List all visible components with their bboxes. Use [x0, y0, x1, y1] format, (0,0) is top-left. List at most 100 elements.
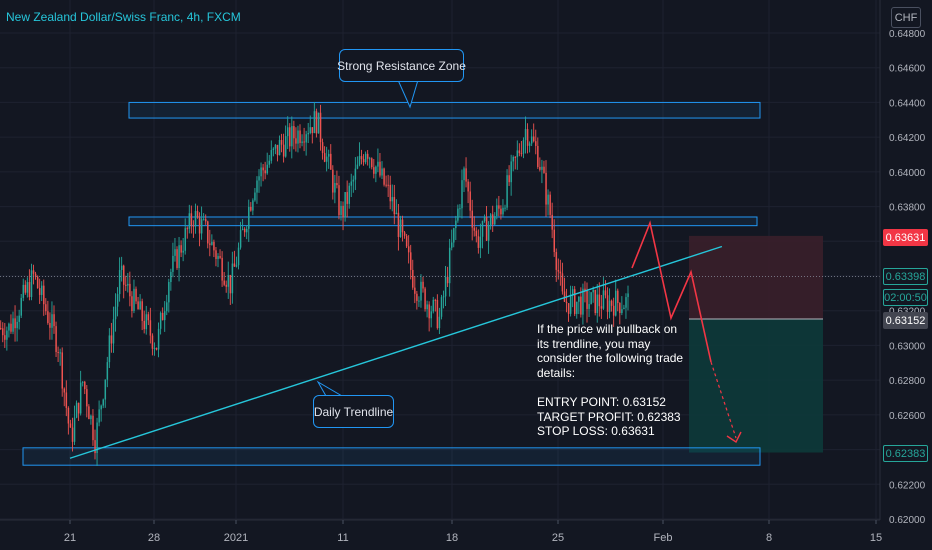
candle-body	[418, 300, 420, 302]
time-axis-label: 2021	[224, 532, 248, 544]
candle-body	[237, 247, 240, 266]
candle-body	[49, 322, 51, 328]
candle-body	[282, 144, 285, 157]
currency-badge[interactable]: CHF	[891, 7, 921, 28]
chart-title: New Zealand Dollar/Swiss Franc, 4h, FXCM	[6, 10, 241, 24]
trade-note-line: details:	[537, 365, 576, 380]
candle-body	[465, 168, 467, 182]
candle-body	[500, 208, 502, 215]
candle-body	[65, 392, 68, 408]
candle-body	[299, 130, 301, 143]
candle-body	[334, 183, 336, 193]
candle-body	[196, 210, 199, 218]
candle-body	[221, 257, 223, 281]
candle-body	[578, 296, 580, 302]
projection-path	[631, 220, 712, 363]
price-axis-label: 0.64200	[889, 133, 926, 144]
candle-body	[235, 265, 238, 267]
candle-body	[159, 312, 162, 329]
candle-body	[207, 221, 209, 244]
candle-body	[10, 323, 12, 332]
candle-body	[420, 281, 422, 301]
candle-body	[469, 191, 471, 211]
candle-body	[328, 153, 330, 157]
candle-body	[373, 167, 375, 174]
candle-body	[151, 335, 154, 349]
trade-note-entry: ENTRY POINT: 0.63152	[537, 394, 666, 409]
candle-body	[194, 210, 197, 227]
candle-body	[104, 379, 107, 400]
candle-body	[498, 205, 500, 209]
candle-body	[602, 290, 605, 309]
candle-body	[200, 219, 203, 234]
candle-body	[344, 192, 346, 218]
price-axis-label: 0.63000	[889, 341, 926, 352]
candle-body	[16, 321, 18, 329]
candle-body	[467, 181, 469, 192]
candle-body	[217, 256, 219, 259]
candle-body	[416, 293, 418, 301]
candle-body	[432, 299, 435, 312]
resistance-callout-label: Strong Resistance Zone	[337, 58, 466, 73]
candle-body	[186, 228, 189, 230]
candle-body	[539, 166, 541, 170]
candle-body	[143, 320, 145, 330]
candle-body	[395, 212, 398, 215]
candle-body	[174, 249, 176, 256]
candle-body	[475, 230, 478, 237]
candle-body	[102, 399, 104, 406]
candle-body	[381, 168, 383, 176]
candle-body	[125, 284, 127, 286]
candle-body	[182, 250, 184, 253]
candle-body	[428, 304, 430, 319]
candle-body	[594, 289, 596, 314]
candle-body	[397, 212, 400, 237]
candle-body	[545, 172, 547, 205]
candle-body	[209, 243, 211, 245]
candle-body	[559, 271, 562, 274]
candle-body	[346, 192, 348, 204]
candle-body	[621, 309, 623, 313]
candle-body	[586, 290, 588, 309]
candle-body	[108, 335, 111, 363]
candle-body	[168, 281, 170, 303]
candles-layer	[0, 102, 629, 466]
candle-body	[356, 164, 359, 169]
candle-body	[309, 127, 312, 134]
candle-body	[520, 153, 523, 155]
candle-body	[28, 282, 31, 297]
candle-body	[377, 161, 379, 167]
candle-body	[205, 219, 207, 222]
candle-body	[471, 210, 473, 228]
candle-body	[625, 297, 627, 308]
candle-body	[305, 134, 307, 143]
candle-body	[502, 207, 504, 215]
candle-body	[270, 150, 273, 161]
candle-body	[389, 184, 391, 202]
price-axis-label: 0.64000	[889, 168, 926, 179]
trade-note: If the price will pullback on its trendl…	[537, 322, 687, 439]
candle-body	[375, 166, 377, 174]
time-axis-label: 25	[552, 532, 564, 544]
trade-note-line: consider the following trade	[537, 351, 684, 366]
candle-body	[161, 312, 164, 321]
candle-body	[588, 304, 590, 309]
candle-body	[278, 139, 281, 156]
candle-body	[391, 197, 394, 202]
candle-body	[483, 216, 486, 222]
candle-body	[297, 130, 299, 144]
candle-body	[412, 269, 414, 288]
candle-body	[4, 335, 6, 340]
candle-body	[116, 294, 119, 307]
candle-body	[360, 156, 363, 160]
current-price-tag: 0.63398	[883, 268, 928, 285]
candle-body	[606, 295, 609, 312]
candle-body	[596, 294, 599, 314]
daily-trendline	[69, 245, 723, 459]
candle-body	[79, 382, 82, 414]
candle-body	[455, 220, 457, 229]
candle-body	[444, 276, 447, 297]
candle-body	[135, 288, 137, 302]
horizontal-zone	[128, 101, 761, 119]
